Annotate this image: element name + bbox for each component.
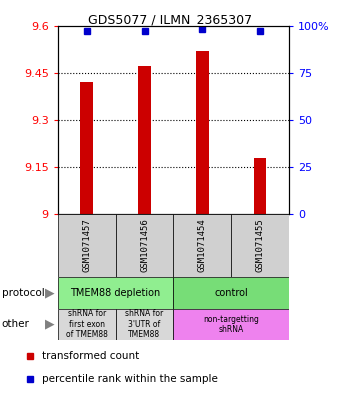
Bar <box>196 51 209 214</box>
Bar <box>58 309 116 340</box>
Bar <box>254 158 267 214</box>
Bar <box>231 214 289 277</box>
Text: control: control <box>214 288 248 298</box>
Bar <box>173 277 289 309</box>
Text: shRNA for
first exon
of TMEM88: shRNA for first exon of TMEM88 <box>66 309 108 339</box>
Text: GSM1071456: GSM1071456 <box>140 219 149 272</box>
Text: GSM1071455: GSM1071455 <box>256 219 265 272</box>
Bar <box>138 66 151 214</box>
Text: GSM1071454: GSM1071454 <box>198 219 207 272</box>
Text: ▶: ▶ <box>45 286 54 299</box>
Bar <box>58 214 116 277</box>
Text: shRNA for
3'UTR of
TMEM88: shRNA for 3'UTR of TMEM88 <box>125 309 164 339</box>
Text: protocol: protocol <box>2 288 45 298</box>
Text: transformed count: transformed count <box>42 351 139 361</box>
Bar <box>58 277 173 309</box>
Text: non-targetting
shRNA: non-targetting shRNA <box>203 314 259 334</box>
Text: TMEM88 depletion: TMEM88 depletion <box>70 288 161 298</box>
Text: GSM1071457: GSM1071457 <box>82 219 91 272</box>
Bar <box>116 214 173 277</box>
Text: other: other <box>2 319 30 329</box>
Bar <box>116 309 173 340</box>
Bar <box>173 214 231 277</box>
Bar <box>173 309 289 340</box>
Text: percentile rank within the sample: percentile rank within the sample <box>42 374 218 384</box>
Bar <box>80 82 93 214</box>
Text: ▶: ▶ <box>45 318 54 331</box>
Text: GDS5077 / ILMN_2365307: GDS5077 / ILMN_2365307 <box>88 13 252 26</box>
